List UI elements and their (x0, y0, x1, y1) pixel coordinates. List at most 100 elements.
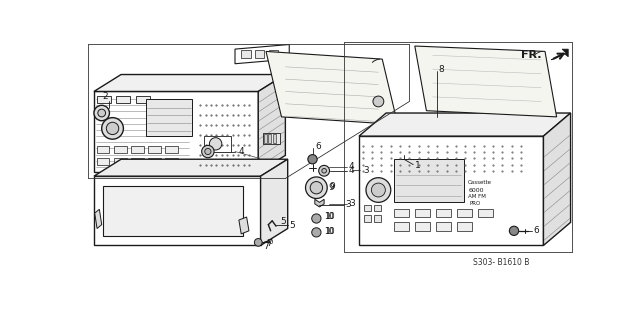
Polygon shape (131, 158, 143, 165)
Circle shape (94, 105, 109, 121)
Polygon shape (94, 176, 260, 245)
Circle shape (305, 177, 327, 198)
Polygon shape (263, 133, 280, 144)
Polygon shape (415, 208, 430, 217)
Text: 6000: 6000 (469, 187, 484, 192)
Polygon shape (359, 113, 571, 136)
Polygon shape (97, 96, 111, 103)
Polygon shape (146, 99, 193, 136)
Polygon shape (460, 72, 518, 92)
Polygon shape (543, 113, 571, 245)
Text: 2: 2 (102, 92, 108, 100)
Text: 7: 7 (264, 242, 269, 251)
Polygon shape (259, 74, 285, 172)
Polygon shape (114, 146, 127, 153)
Polygon shape (204, 136, 231, 151)
Polygon shape (94, 74, 285, 91)
Circle shape (205, 148, 211, 155)
Circle shape (310, 182, 323, 194)
Polygon shape (97, 158, 109, 165)
Text: 7: 7 (266, 239, 272, 249)
Text: 3: 3 (345, 200, 351, 209)
Text: 5: 5 (280, 217, 285, 226)
Text: 10: 10 (326, 227, 335, 236)
Circle shape (209, 138, 222, 150)
Polygon shape (165, 158, 178, 165)
Polygon shape (239, 217, 249, 234)
Circle shape (102, 118, 124, 139)
Polygon shape (255, 50, 264, 58)
Polygon shape (136, 96, 150, 103)
Text: 4: 4 (348, 166, 354, 175)
Polygon shape (116, 96, 131, 103)
Polygon shape (374, 215, 381, 222)
Polygon shape (97, 146, 109, 153)
Polygon shape (165, 146, 178, 153)
Polygon shape (436, 222, 451, 231)
Circle shape (106, 122, 119, 135)
Polygon shape (266, 51, 397, 125)
Circle shape (319, 165, 330, 176)
Polygon shape (551, 49, 568, 60)
Circle shape (373, 96, 384, 107)
Text: 10: 10 (326, 213, 335, 222)
Polygon shape (148, 146, 161, 153)
Polygon shape (95, 209, 102, 228)
Text: S303- B1610 B: S303- B1610 B (473, 258, 529, 267)
Polygon shape (415, 222, 430, 231)
Circle shape (312, 214, 321, 223)
Text: AM FM: AM FM (467, 194, 485, 199)
Text: 8: 8 (438, 64, 444, 74)
Polygon shape (364, 205, 371, 211)
Polygon shape (364, 215, 371, 222)
Text: 6: 6 (533, 226, 539, 235)
Circle shape (322, 168, 326, 173)
Polygon shape (436, 208, 451, 217)
Text: 4: 4 (239, 147, 244, 156)
Text: 1: 1 (415, 161, 420, 170)
Circle shape (202, 145, 214, 158)
Text: 4: 4 (349, 162, 355, 172)
Text: →0: →0 (264, 239, 274, 245)
Polygon shape (496, 77, 507, 87)
Text: 10: 10 (324, 227, 333, 236)
Polygon shape (394, 222, 410, 231)
Polygon shape (273, 134, 276, 143)
Polygon shape (103, 186, 243, 236)
Circle shape (308, 155, 317, 164)
Text: 9: 9 (330, 182, 335, 191)
Polygon shape (264, 134, 267, 143)
Polygon shape (394, 159, 463, 202)
Circle shape (312, 228, 321, 237)
Polygon shape (415, 46, 557, 117)
Polygon shape (235, 44, 289, 64)
Polygon shape (457, 208, 472, 217)
Circle shape (254, 239, 262, 246)
Text: 10: 10 (324, 213, 333, 222)
Polygon shape (268, 134, 271, 143)
Text: PRO: PRO (469, 201, 480, 206)
Polygon shape (260, 159, 288, 245)
Polygon shape (148, 158, 161, 165)
Polygon shape (94, 159, 288, 176)
Circle shape (366, 178, 391, 202)
Text: FR.: FR. (520, 50, 541, 60)
Text: — 3: — 3 (352, 166, 370, 175)
Circle shape (371, 183, 385, 197)
Text: Cassette: Cassette (467, 180, 492, 185)
Text: 6: 6 (316, 141, 321, 151)
Polygon shape (359, 136, 543, 245)
Polygon shape (457, 222, 472, 231)
Text: 9: 9 (328, 183, 333, 192)
Polygon shape (374, 205, 381, 211)
Polygon shape (315, 199, 324, 207)
Polygon shape (465, 77, 476, 87)
Text: 5: 5 (289, 221, 295, 230)
Polygon shape (481, 77, 492, 87)
Polygon shape (269, 50, 278, 58)
Polygon shape (477, 208, 493, 217)
Circle shape (98, 109, 106, 117)
Text: 3: 3 (349, 199, 355, 208)
Polygon shape (394, 208, 410, 217)
Polygon shape (114, 158, 127, 165)
